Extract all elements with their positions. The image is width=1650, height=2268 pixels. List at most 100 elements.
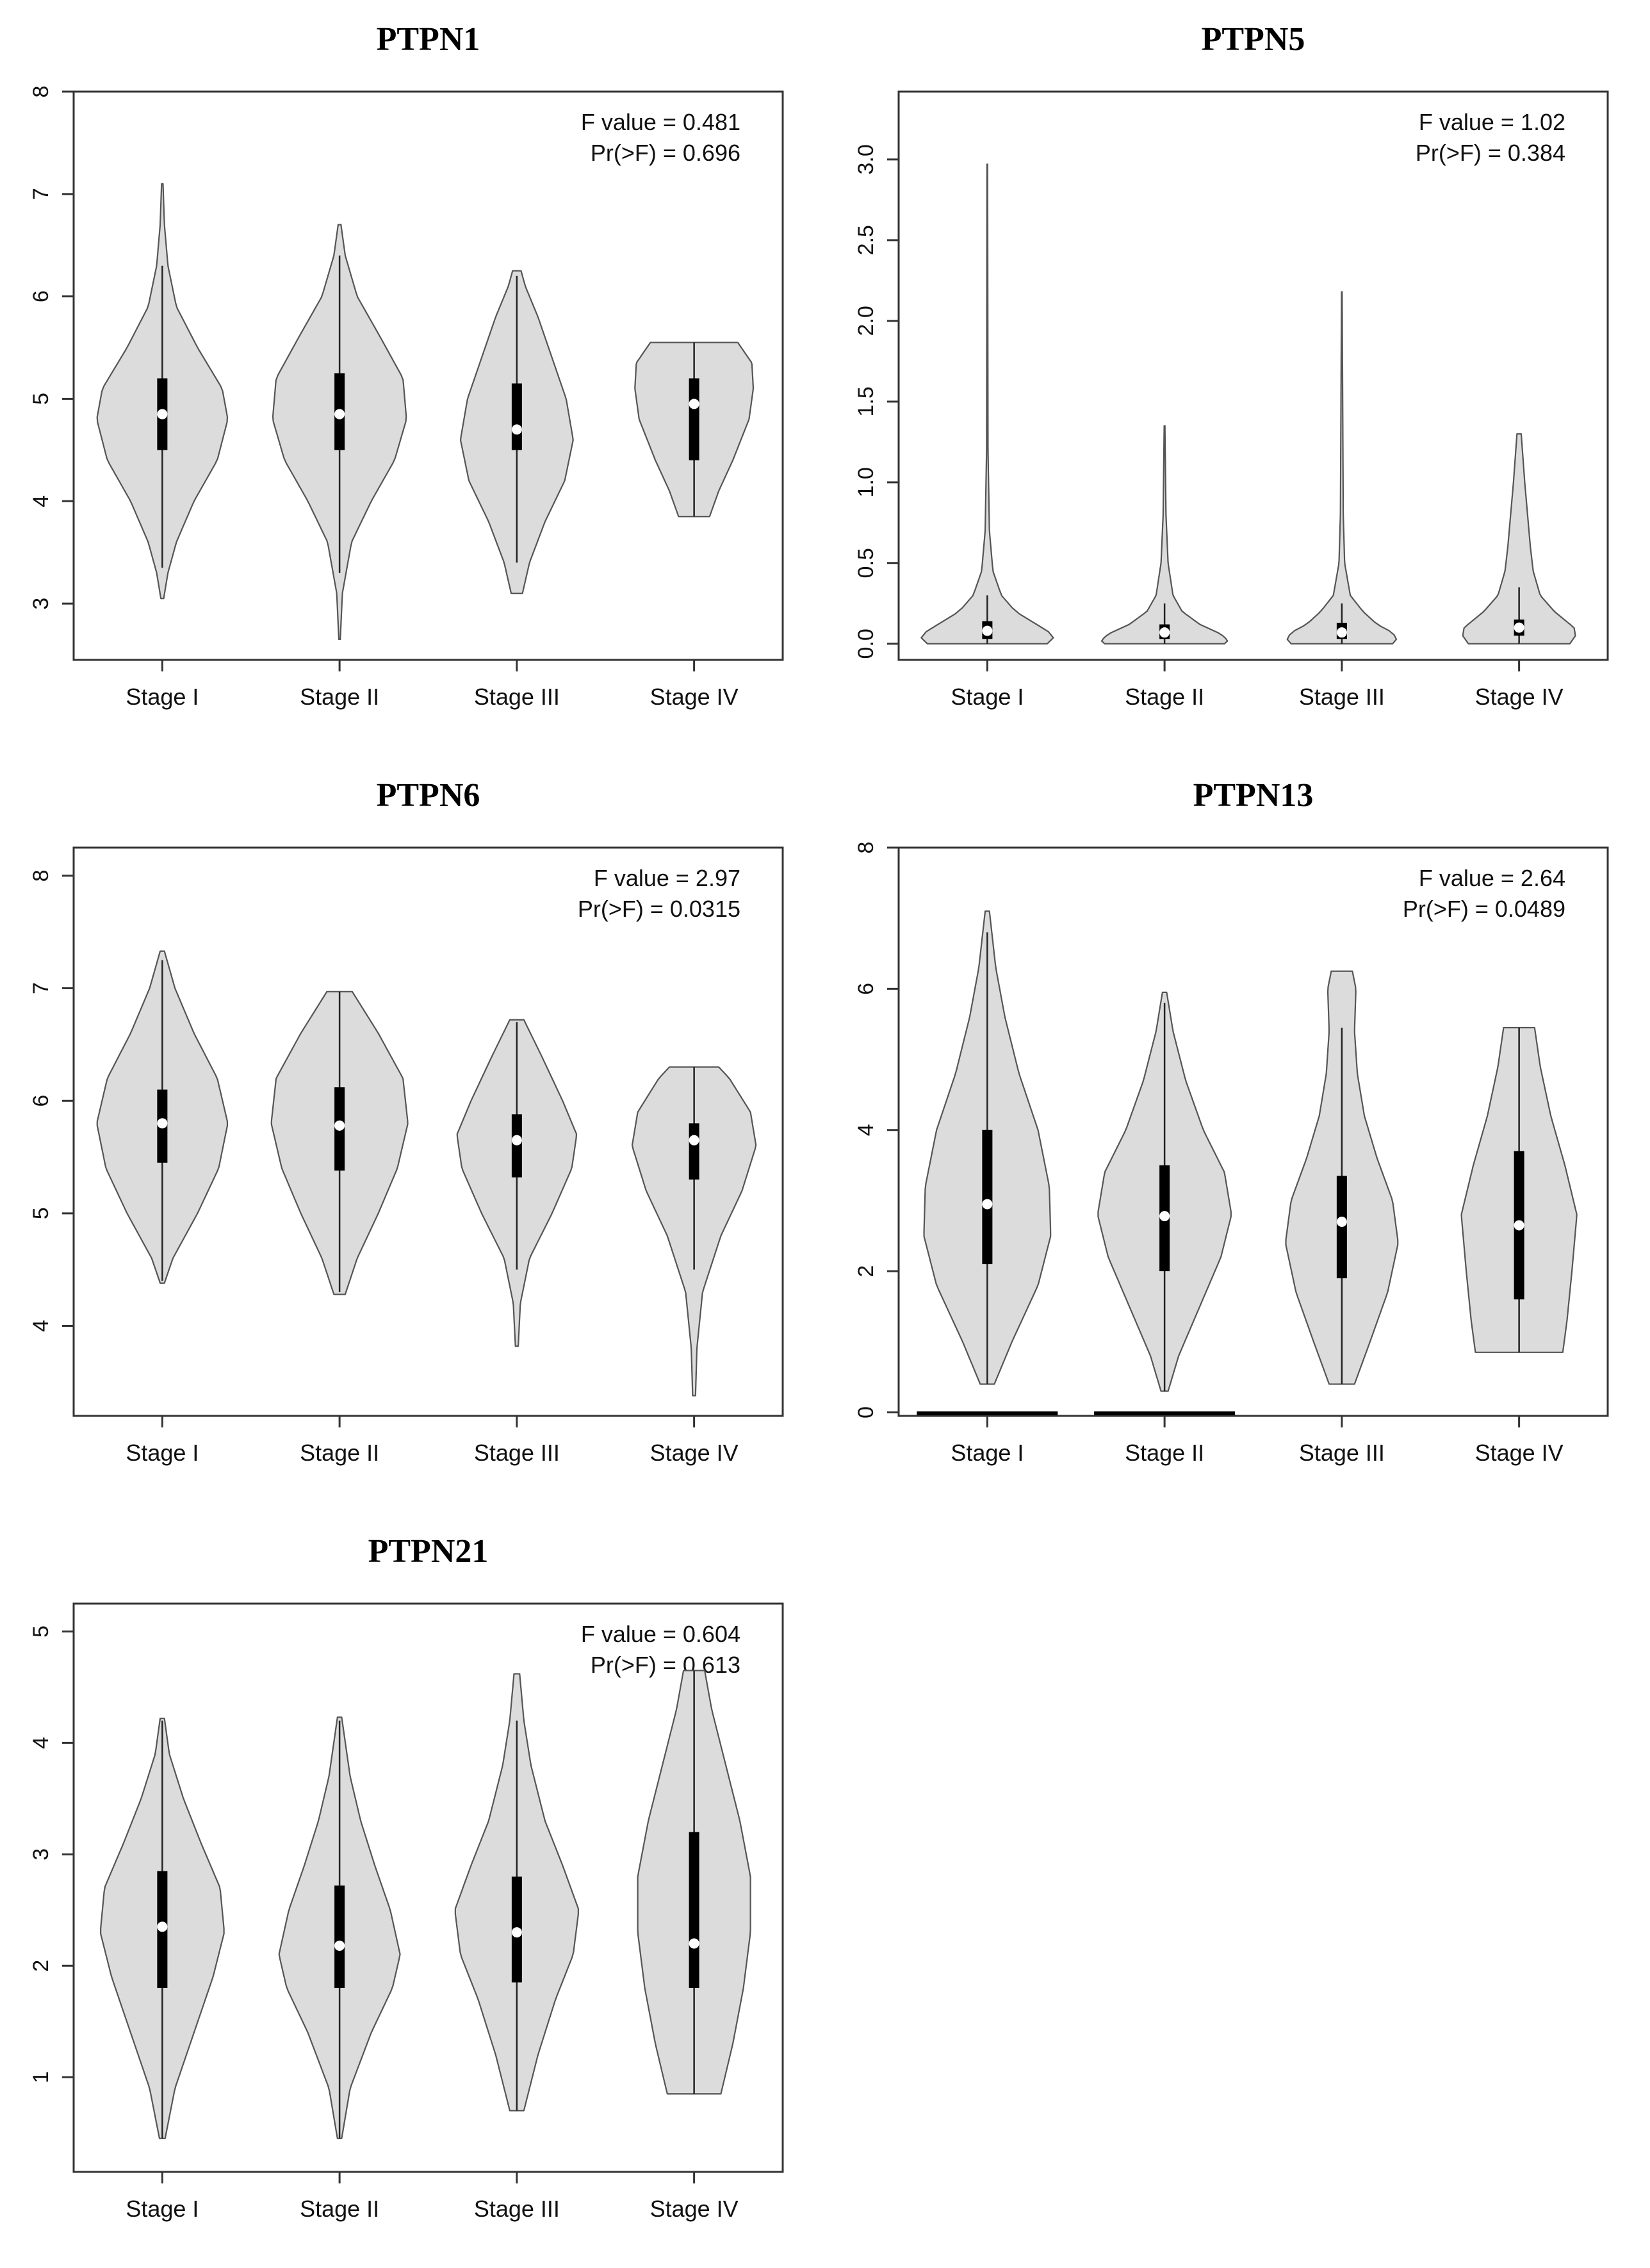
violin-1 — [917, 910, 1058, 1415]
x-category-label: Stage IV — [1475, 1440, 1564, 1466]
violin-body — [1462, 433, 1576, 645]
iqr-box — [689, 1123, 699, 1180]
median-dot — [511, 1135, 522, 1146]
plot-frame — [72, 846, 784, 1417]
median-dot — [1159, 627, 1170, 638]
median-dot — [511, 424, 522, 435]
violin-3 — [1286, 291, 1398, 645]
median-dot — [689, 399, 699, 409]
x-category-label: Stage IV — [650, 1440, 739, 1466]
median-dot — [982, 1199, 993, 1210]
x-category-label: Stage III — [1299, 1440, 1385, 1466]
violin-2 — [270, 990, 409, 1295]
y-tick-label: 0 — [854, 1406, 878, 1418]
y-tick-label: 3 — [29, 1848, 53, 1861]
violin-4 — [634, 341, 755, 518]
violin-1 — [96, 183, 229, 600]
violin-chart-ptpn21: PTPN21 1 2 3 4 5 Stage I Stage II Stage III Stage… — [29, 1533, 784, 2222]
violin-2 — [278, 1716, 401, 2139]
iqr-box — [689, 378, 699, 461]
f-value-label: F value = 2.64 — [1419, 865, 1565, 891]
y-tick-label: 5 — [29, 1625, 53, 1638]
y-tick-label: 4 — [29, 1737, 53, 1749]
violin-2 — [272, 224, 407, 641]
violin-chart-ptpn5: PTPN5 0.0 0.5 1.0 1.5 2.0 2.5 3.0 Stage I Stage I… — [854, 21, 1609, 710]
chart-title: PTPN13 — [1193, 777, 1314, 814]
violin-1 — [920, 163, 1054, 645]
violin-body — [920, 163, 1054, 645]
chart-title: PTPN6 — [377, 777, 480, 814]
x-category-label: Stage I — [951, 684, 1024, 710]
violin-chart-ptpn13: PTPN13 0 2 4 6 8 Stage I Stage II Stage III Stage… — [854, 777, 1609, 1466]
x-category-label: Stage II — [300, 684, 379, 710]
y-tick-label: 2 — [29, 1960, 53, 1972]
plot-frame — [897, 846, 1609, 1417]
y-tick-label: 7 — [29, 982, 53, 994]
y-tick-label: 2 — [854, 1265, 878, 1278]
y-tick-label: 5 — [29, 1207, 53, 1219]
violin-1 — [100, 1718, 225, 2139]
violin-4 — [1462, 433, 1576, 645]
chart-title: PTPN5 — [1202, 21, 1305, 58]
y-tick-label: 4 — [29, 495, 53, 507]
x-category-label: Stage III — [474, 684, 560, 710]
y-tick-label: 1.5 — [854, 386, 878, 416]
y-tick-label: 4 — [29, 1320, 53, 1332]
violin-body — [1286, 291, 1398, 645]
violin-chart-ptpn6: PTPN6 4 5 6 7 8 Stage I Stage II Stage III Stage … — [29, 777, 784, 1466]
x-category-label: Stage II — [300, 2196, 379, 2222]
violin-4 — [637, 1670, 751, 2095]
y-tick-label: 7 — [29, 188, 53, 200]
y-tick-label: 8 — [29, 86, 53, 98]
median-dot — [1336, 627, 1347, 638]
violin-3 — [1285, 970, 1399, 1385]
median-dot — [689, 1135, 699, 1146]
y-tick-label: 2.5 — [854, 225, 878, 255]
f-value-label: F value = 0.604 — [581, 1621, 740, 1647]
median-dot — [1514, 622, 1524, 633]
y-tick-label: 6 — [29, 290, 53, 302]
iqr-box — [1336, 1176, 1347, 1279]
plot-frame — [72, 90, 784, 661]
median-dot — [157, 1921, 168, 1932]
y-tick-label: 3.0 — [854, 144, 878, 174]
x-category-label: Stage III — [474, 2196, 560, 2222]
plot-frame — [72, 1602, 784, 2173]
pr-f-label: Pr(>F) = 0.384 — [1416, 140, 1565, 166]
x-category-label: Stage II — [300, 1440, 379, 1466]
x-category-label: Stage I — [126, 684, 199, 710]
x-category-label: Stage I — [126, 1440, 199, 1466]
median-dot — [1514, 1220, 1524, 1231]
violin-2 — [1094, 991, 1236, 1415]
panel-ptpn6: PTPN6 4 5 6 7 8 Stage I Stage II Stage III Stage … — [0, 756, 825, 1512]
y-tick-label: 1 — [29, 2071, 53, 2083]
median-dot — [334, 409, 345, 420]
median-dot — [157, 1118, 168, 1129]
median-dot — [157, 409, 168, 420]
chart-title: PTPN21 — [368, 1533, 489, 1570]
pr-f-label: Pr(>F) = 0.613 — [591, 1652, 740, 1678]
y-tick-label: 0.5 — [854, 548, 878, 578]
chart-title: PTPN1 — [377, 21, 480, 58]
violin-1 — [96, 950, 229, 1284]
median-dot — [982, 625, 993, 636]
violin-body — [1100, 425, 1229, 645]
iqr-box — [689, 1832, 699, 1989]
median-dot — [334, 1940, 345, 1951]
panel-ptpn21: PTPN21 1 2 3 4 5 Stage I Stage II Stage III Stage… — [0, 1512, 825, 2268]
x-category-label: Stage IV — [650, 2196, 739, 2222]
panel-ptpn5: PTPN5 0.0 0.5 1.0 1.5 2.0 2.5 3.0 Stage I Stage I… — [825, 0, 1650, 756]
median-dot — [334, 1120, 345, 1131]
median-dot — [1159, 1211, 1170, 1222]
y-tick-label: 0.0 — [854, 629, 878, 659]
plot-frame — [897, 90, 1609, 661]
pr-f-label: Pr(>F) = 0.0315 — [578, 896, 740, 922]
pr-f-label: Pr(>F) = 0.0489 — [1403, 896, 1565, 922]
y-tick-label: 1.0 — [854, 467, 878, 497]
median-dot — [1336, 1216, 1347, 1227]
iqr-box — [982, 1130, 993, 1265]
violin-2 — [1100, 425, 1229, 645]
violin-chart-ptpn1: PTPN1 3 4 5 6 7 8 Stage I Stage II Stage III Stage… — [29, 21, 784, 710]
x-category-label: Stage IV — [650, 684, 739, 710]
y-tick-label: 6 — [29, 1095, 53, 1107]
